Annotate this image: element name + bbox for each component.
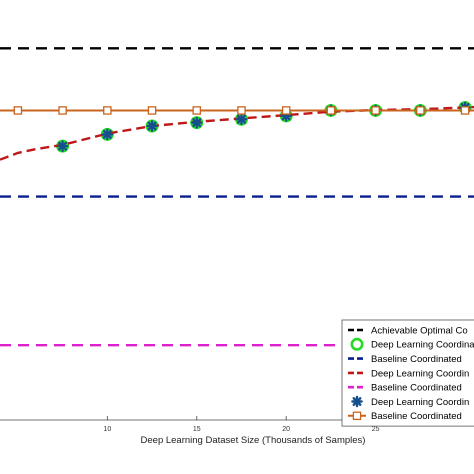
plot-area xyxy=(0,47,474,347)
legend-item: Deep Learning Coordin xyxy=(351,395,469,408)
data-point xyxy=(103,106,112,115)
legend-label: Achievable Optimal Co xyxy=(371,325,468,336)
x-tick-label: 20 xyxy=(282,426,290,433)
series-6 xyxy=(0,106,474,115)
data-point xyxy=(147,106,157,115)
x-tick-label: 15 xyxy=(193,426,201,433)
legend-box xyxy=(341,319,474,427)
legend-label: Deep Learning Coordinate xyxy=(371,340,474,351)
legend-label: Baseline Coordinated xyxy=(371,354,462,365)
data-point xyxy=(190,116,203,129)
data-point xyxy=(416,106,425,115)
legend-item: Baseline Coordinated xyxy=(348,354,462,365)
legend-marker xyxy=(352,411,362,421)
data-point xyxy=(237,106,246,115)
legend-label: Baseline Coordinated xyxy=(371,383,462,394)
data-point xyxy=(13,106,23,115)
legend-label: Baseline Coordinated xyxy=(371,411,462,422)
data-point xyxy=(56,140,69,152)
legend-label: Deep Learning Coordin xyxy=(371,397,469,408)
data-point xyxy=(101,128,114,141)
data-point xyxy=(281,106,291,115)
legend-item: Baseline Coordinated xyxy=(348,383,462,394)
legend-item: Deep Learning Coordinate xyxy=(350,337,474,351)
legend-item: Deep Learning Coordin xyxy=(348,368,469,379)
x-axis-label: Deep Learning Dataset Size (Thousands of… xyxy=(141,435,366,446)
data-point xyxy=(58,106,67,115)
legend-marker xyxy=(351,395,363,408)
data-point xyxy=(146,120,158,132)
data-point xyxy=(460,106,470,115)
data-point xyxy=(235,113,248,126)
x-tick-label: 10 xyxy=(103,426,111,433)
data-point xyxy=(192,106,202,115)
data-point xyxy=(326,106,336,115)
legend-item: Achievable Optimal Co xyxy=(348,325,468,336)
legend-item: Baseline Coordinated xyxy=(348,411,462,422)
legend-label: Deep Learning Coordin xyxy=(371,368,469,379)
x-tick-label: 25 xyxy=(372,426,380,433)
data-point xyxy=(371,106,380,115)
legend: Achievable Optimal Co Deep Learning Coord… xyxy=(341,319,474,427)
legend-marker xyxy=(350,337,364,351)
